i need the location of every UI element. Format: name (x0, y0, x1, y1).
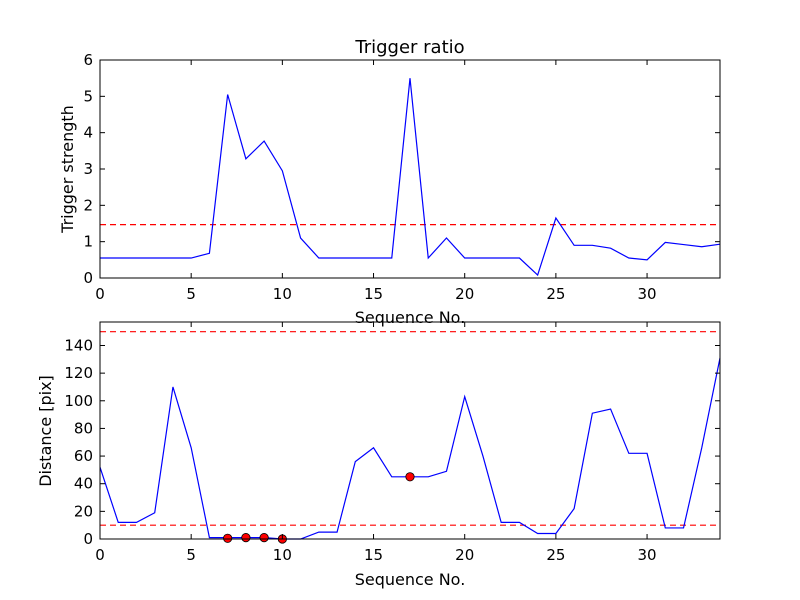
x-tick-label: 15 (364, 546, 383, 564)
y-tick-label: 60 (74, 447, 93, 465)
y-tick-label: 3 (83, 160, 93, 178)
distance-subplot: Sequence No. Distance [pix] 0 5 10 15 20 25 30… (36, 321, 721, 589)
x-tick-label: 20 (455, 546, 474, 564)
y-tick-label: 0 (83, 530, 93, 548)
y-tick-label: 4 (83, 124, 93, 142)
x-axis-label: Sequence No. (355, 308, 466, 327)
series-line (100, 78, 721, 277)
y-axis-label: Distance [pix] (36, 375, 55, 487)
x-tick-label: 30 (638, 546, 657, 564)
y-tick-label: 5 (83, 87, 93, 105)
data-point-marker (259, 533, 269, 543)
x-tick-label: 25 (546, 285, 565, 303)
y-tick-label: 6 (83, 51, 93, 69)
chart-title: Trigger ratio (354, 37, 464, 58)
x-tick-label: 0 (95, 285, 105, 303)
plot-frame (99, 321, 721, 540)
x-tick-label: 20 (455, 285, 474, 303)
y-tick-label: 20 (74, 502, 93, 520)
y-tick-label: 80 (74, 419, 93, 437)
data-point-marker (241, 533, 251, 543)
x-tick-label: 25 (546, 546, 565, 564)
x-axis-label: Sequence No. (355, 570, 466, 589)
y-tick-label: 1 (83, 233, 93, 251)
y-tick-label: 140 (64, 336, 93, 354)
y-tick-label: 100 (64, 392, 93, 410)
x-tick-label: 15 (364, 285, 383, 303)
y-tick-label: 120 (64, 364, 93, 382)
x-tick-label: 10 (273, 546, 292, 564)
x-tick-label: 5 (186, 285, 196, 303)
x-tick-label: 30 (638, 285, 657, 303)
trigger-ratio-subplot: Trigger ratio Sequence No. Trigger stren… (58, 37, 721, 327)
x-tick-label: 10 (273, 285, 292, 303)
x-tick-label: 5 (186, 546, 196, 564)
data-point-marker (405, 472, 415, 482)
y-tick-label: 2 (83, 196, 93, 214)
y-tick-label: 40 (74, 475, 93, 493)
x-tick-label: 0 (95, 546, 105, 564)
data-point-marker (223, 533, 233, 543)
y-tick-label: 0 (83, 269, 93, 287)
y-axis-label: Trigger strength (58, 105, 77, 234)
